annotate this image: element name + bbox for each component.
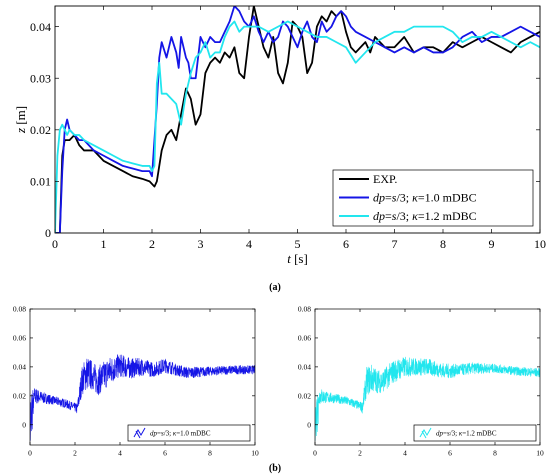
x-tick-label: 4 bbox=[246, 237, 252, 251]
legend-label: dp=s/3; κ=1.0 mDBC bbox=[150, 429, 211, 437]
x-tick-label: 7 bbox=[392, 237, 398, 251]
legend-label: dp=s/3; κ=1.2 mDBC bbox=[436, 429, 497, 437]
x-tick-label: 4 bbox=[118, 449, 122, 458]
y-tick-label: 0.06 bbox=[13, 334, 26, 343]
y-tick-label: 0.03 bbox=[30, 71, 51, 85]
panel-label-b: (b) bbox=[269, 463, 281, 474]
x-tick-label: 0 bbox=[313, 449, 317, 458]
y-tick-label: 0.06 bbox=[298, 334, 311, 343]
x-tick-label: 2 bbox=[149, 237, 155, 251]
legend-label: EXP. bbox=[373, 172, 397, 186]
y-tick-label: 0.04 bbox=[30, 20, 51, 34]
chart-b-left: 0 2 4 6 8 10 0 0.02 0.04 0.06 0.08 dp=s/3; κ=1.0 mD… bbox=[13, 305, 259, 458]
legend-label: dp=s/3; κ=1.0 mDBC bbox=[373, 191, 477, 205]
x-tick-label: 4 bbox=[403, 449, 407, 458]
plot-area bbox=[30, 354, 255, 441]
x-axis-label: t [s] bbox=[287, 251, 308, 266]
legend-box bbox=[413, 424, 537, 442]
x-tick-label: 9 bbox=[489, 237, 495, 251]
series-line-1 bbox=[30, 354, 255, 441]
x-tick-label: 8 bbox=[440, 237, 446, 251]
x-tick-label: 8 bbox=[493, 449, 497, 458]
y-axis-label: z [m] bbox=[13, 106, 28, 134]
plot-area bbox=[315, 356, 540, 441]
plot-frame bbox=[29, 308, 256, 446]
y-tick-label: 0.08 bbox=[298, 305, 311, 314]
y-tick-label: 0.04 bbox=[13, 362, 26, 371]
x-tick-label: 2 bbox=[73, 449, 77, 458]
series-line-3 bbox=[55, 20, 540, 233]
y-tick-label: 0 bbox=[307, 420, 311, 429]
x-tick-label: 1 bbox=[101, 237, 107, 251]
y-tick-label: 0 bbox=[22, 420, 26, 429]
y-tick-label: 0 bbox=[45, 226, 51, 240]
x-tick-label: 8 bbox=[208, 449, 212, 458]
panel-label-a: (a) bbox=[269, 282, 281, 293]
x-tick-label: 10 bbox=[534, 237, 546, 251]
x-tick-label: 0 bbox=[52, 237, 58, 251]
y-tick-label: 0.02 bbox=[298, 391, 311, 400]
x-tick-label: 6 bbox=[343, 237, 349, 251]
x-tick-label: 10 bbox=[536, 449, 544, 458]
chart-a: 0 1 2 3 4 5 6 7 8 9 10 0 0.01 0.02 0.03 0.04 t [s] z [m] E… bbox=[13, 5, 546, 266]
legend-swatch bbox=[419, 427, 432, 439]
legend-label: dp=s/3; κ=1.2 mDBC bbox=[373, 209, 477, 223]
y-tick-label: 0.08 bbox=[13, 305, 26, 314]
plot-area bbox=[55, 6, 540, 233]
series-line-1 bbox=[315, 356, 540, 441]
x-tick-label: 6 bbox=[448, 449, 452, 458]
x-tick-label: 10 bbox=[251, 449, 259, 458]
x-tick-label: 0 bbox=[28, 449, 32, 458]
y-tick-label: 0.02 bbox=[30, 123, 51, 137]
y-tick-label: 0.02 bbox=[13, 391, 26, 400]
x-tick-label: 5 bbox=[295, 237, 301, 251]
legend-swatch bbox=[133, 427, 146, 439]
y-tick-label: 0.04 bbox=[298, 362, 311, 371]
x-tick-label: 2 bbox=[358, 449, 362, 458]
plot-frame bbox=[314, 308, 541, 446]
series-line-2 bbox=[55, 6, 540, 233]
chart-b-right: 0 2 4 6 8 10 0 0.02 0.04 0.06 0.08 dp=s/3; κ=1.2 mD… bbox=[298, 305, 544, 458]
y-tick-label: 0.01 bbox=[30, 175, 51, 189]
x-tick-label: 6 bbox=[163, 449, 167, 458]
x-tick-label: 3 bbox=[198, 237, 204, 251]
legend-box bbox=[127, 424, 251, 442]
